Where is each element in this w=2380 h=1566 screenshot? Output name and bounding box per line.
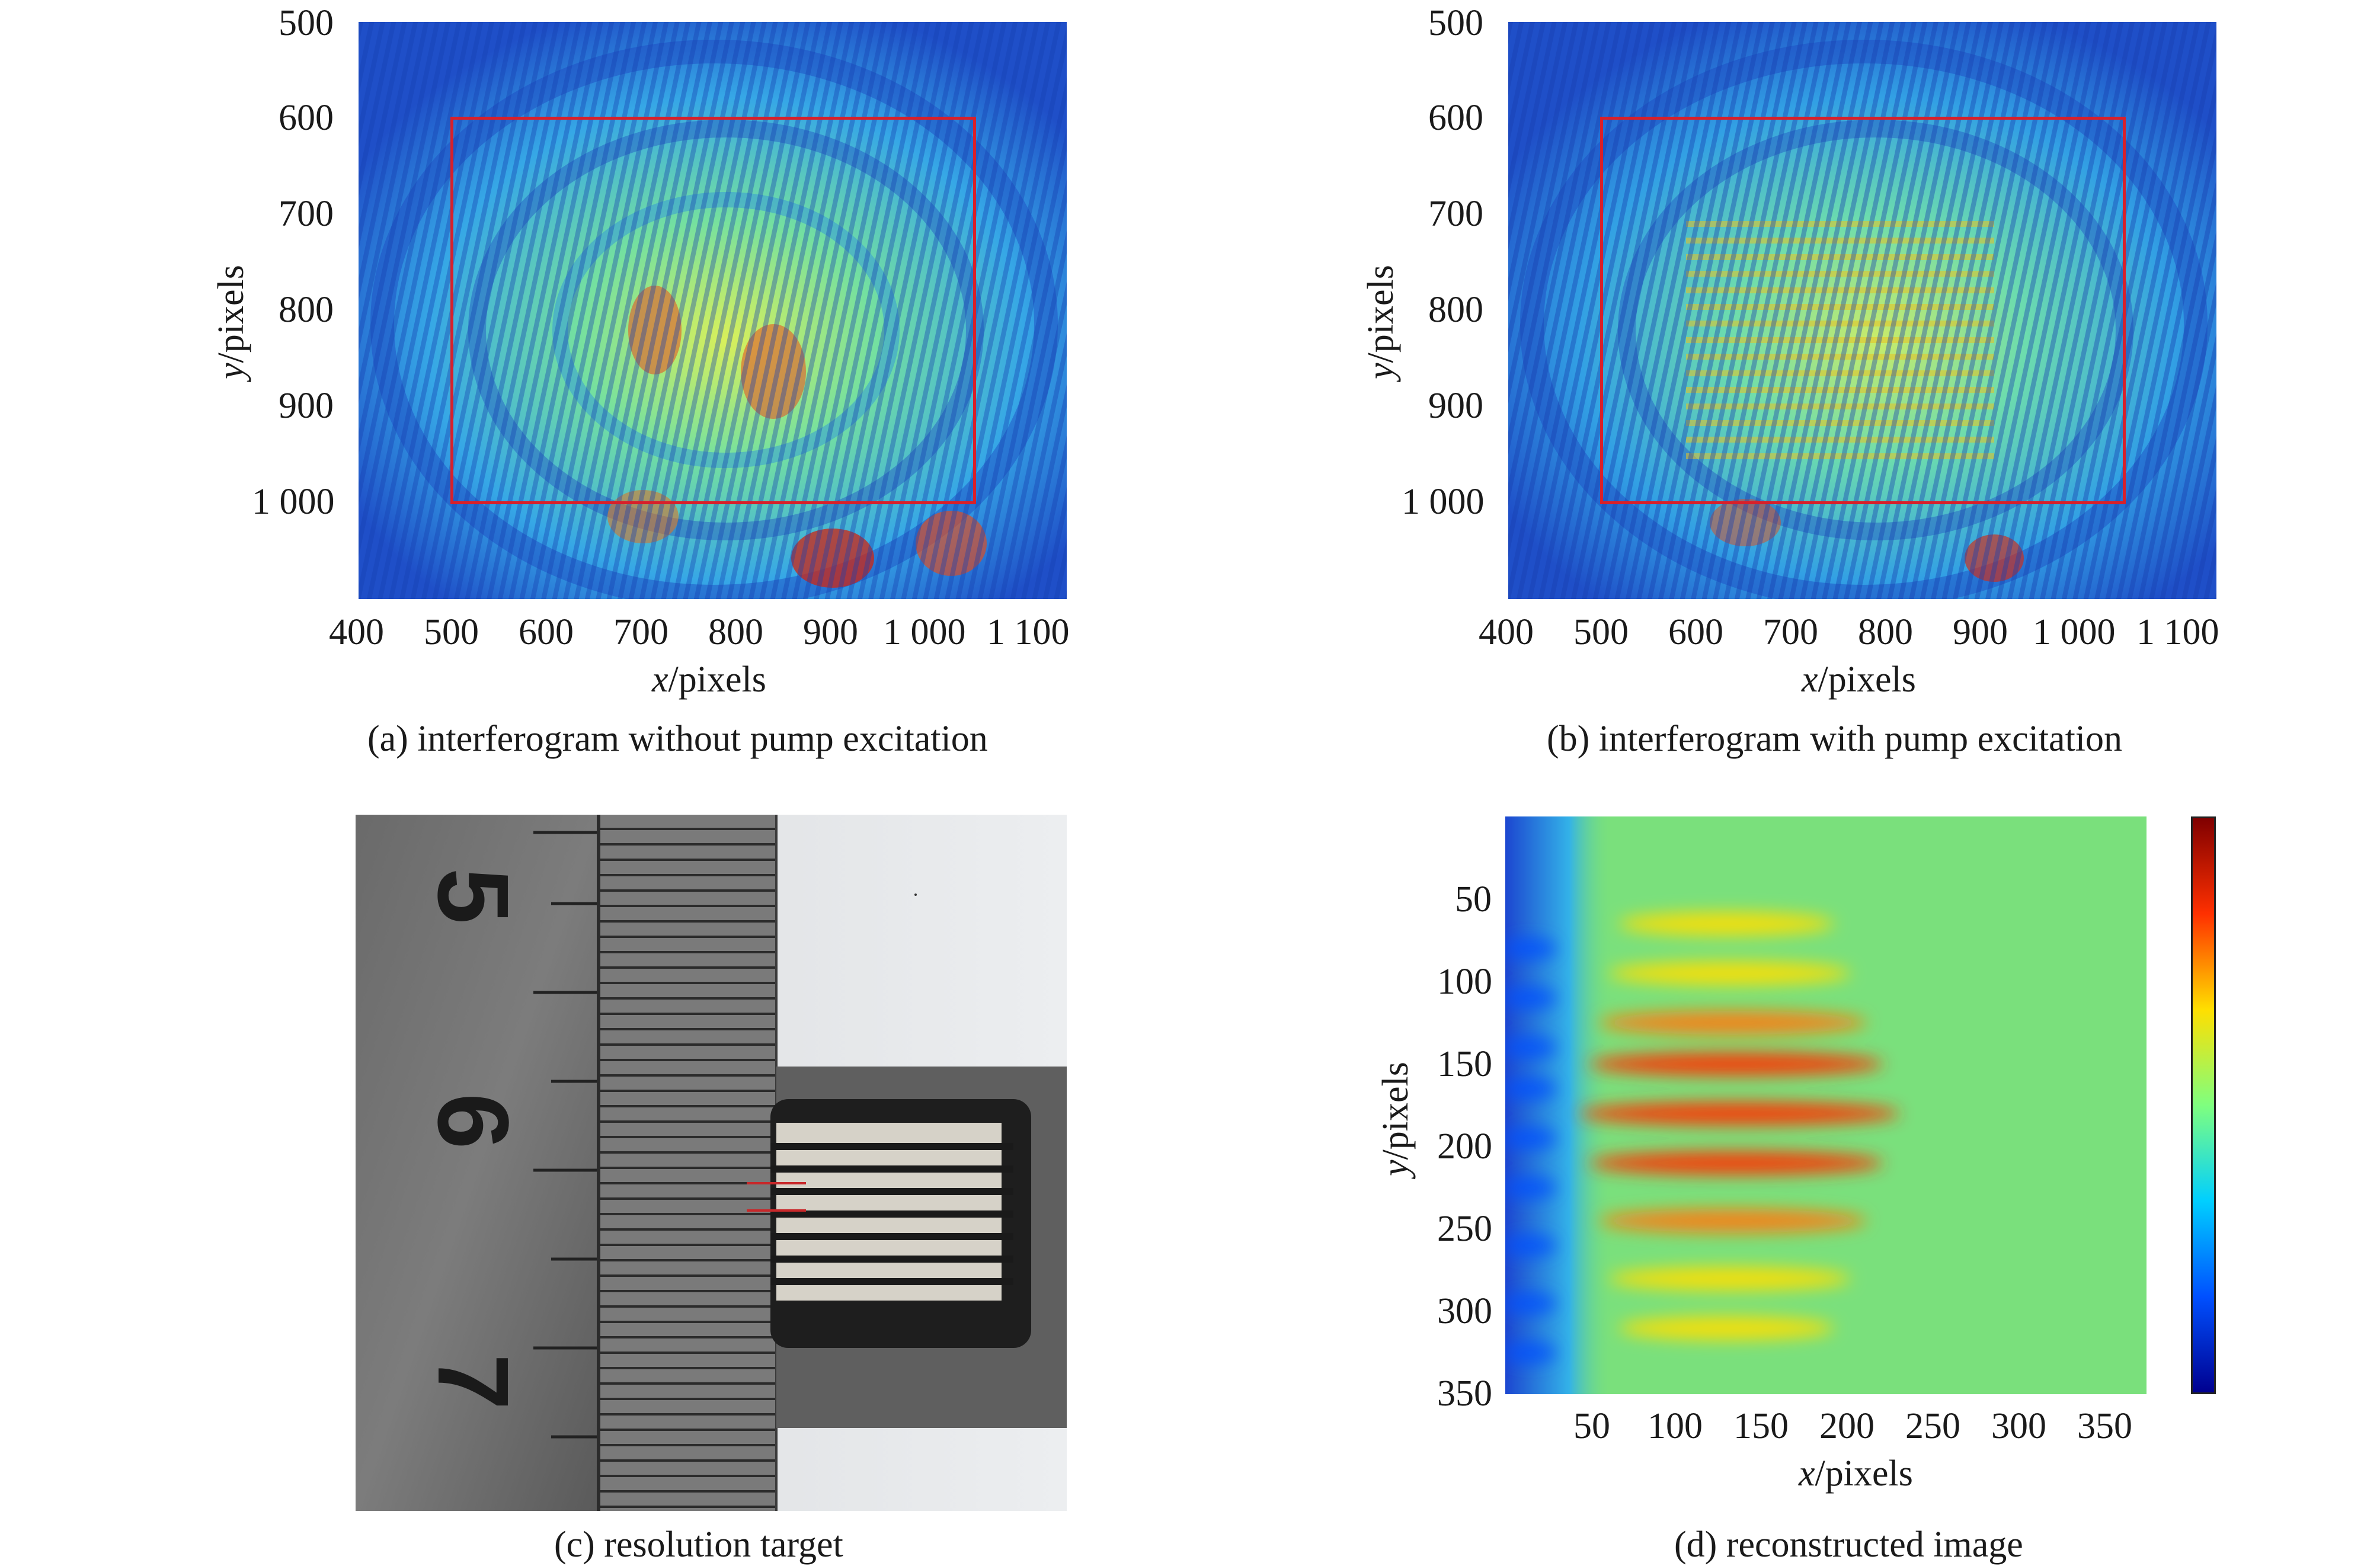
dark-row [1505,937,1557,959]
colorbar-gradient [2193,818,2214,1392]
y-tick: 1 000 [252,482,335,522]
ruler-digits: 5 6 7 [417,868,529,1410]
y-tick: 150 [1437,1044,1492,1084]
x-tick: 50 [1573,1406,1610,1446]
x-axis-label: x/pixels [652,659,766,700]
x-tick: 1 000 [2033,612,2116,652]
x-tick: 500 [1573,612,1629,652]
x-tick: 1 100 [2136,612,2219,652]
dark-row [1505,1128,1557,1149]
x-axis-label: x/pixels [1802,659,1916,700]
bright-row [1599,1011,1867,1035]
x-tick: 1 100 [987,612,1070,652]
caption-b: (b) interferogram with pump excitation [1547,719,2123,759]
x-tick: 100 [1648,1406,1703,1446]
y-tick: 100 [1437,962,1492,1002]
x-tick: 900 [1953,612,2008,652]
bright-row [1608,1267,1851,1290]
y-tick: 250 [1437,1209,1492,1249]
bright-row [1618,1316,1834,1340]
bright-row [1608,961,1851,985]
bright-row [1589,1052,1884,1076]
roi-box [450,117,976,504]
bright-row [1579,1101,1900,1126]
dark-row [1505,1037,1557,1058]
bright-row [1589,1151,1884,1175]
dark-row [1505,1235,1557,1257]
x-tick: 800 [708,612,763,652]
x-tick: 150 [1733,1406,1789,1446]
y-tick: 200 [1437,1126,1492,1167]
interferogram-without-pump [359,22,1067,599]
y-tick: 600 [279,98,334,138]
x-tick: 900 [803,612,858,652]
bright-row [1618,912,1834,936]
x-tick: 400 [1479,612,1534,652]
y-tick: 800 [279,290,334,330]
x-tick: 400 [329,612,384,652]
y-axis-label: y/pixels [1361,265,1401,379]
y-tick: 700 [1428,194,1483,234]
y-tick: 50 [1455,879,1492,920]
dark-row [1505,1342,1557,1364]
ruler-digit: 5 [417,868,529,924]
y-tick: 700 [279,194,334,234]
colorbar [2191,816,2216,1394]
x-tick: 800 [1858,612,1913,652]
y-tick: 500 [279,3,334,43]
ruler-digit: 7 [417,1354,529,1410]
x-tick: 600 [519,612,574,652]
x-tick: 200 [1819,1406,1874,1446]
y-tick: 600 [1428,98,1483,138]
y-tick: 900 [279,386,334,426]
y-axis-label: y/pixels [211,265,251,379]
caption-d: (d) reconstructed image [1674,1525,2023,1565]
x-tick: 700 [1763,612,1818,652]
dark-row [1505,1177,1557,1199]
dark-row [1505,1078,1557,1100]
x-axis-label: x/pixels [1799,1453,1913,1494]
x-tick: 1 000 [883,612,966,652]
dark-row [1505,1292,1557,1314]
ruler-digit: 6 [417,1093,529,1149]
dark-row [1505,987,1557,1009]
caption-c: (c) resolution target [554,1525,843,1565]
reconstructed-image [1505,816,2147,1394]
x-tick: 700 [613,612,668,652]
bright-row [1599,1209,1867,1233]
resolution-target-photo: 5 6 7 [356,815,1067,1511]
y-tick: 350 [1437,1373,1492,1414]
interferogram-with-pump [1508,22,2216,599]
x-tick: 600 [1668,612,1723,652]
x-tick: 350 [2077,1406,2132,1446]
y-tick: 300 [1437,1291,1492,1331]
y-tick: 500 [1428,3,1483,43]
x-tick: 500 [424,612,479,652]
y-tick: 800 [1428,290,1483,330]
x-tick: 250 [1905,1406,1960,1446]
roi-box [1600,117,2126,504]
y-tick: 900 [1428,386,1483,426]
caption-a: (a) interferogram without pump excitatio… [367,719,988,759]
x-tick: 300 [1991,1406,2046,1446]
y-tick: 1 000 [1402,482,1485,522]
y-axis-label: y/pixels [1375,1062,1416,1176]
